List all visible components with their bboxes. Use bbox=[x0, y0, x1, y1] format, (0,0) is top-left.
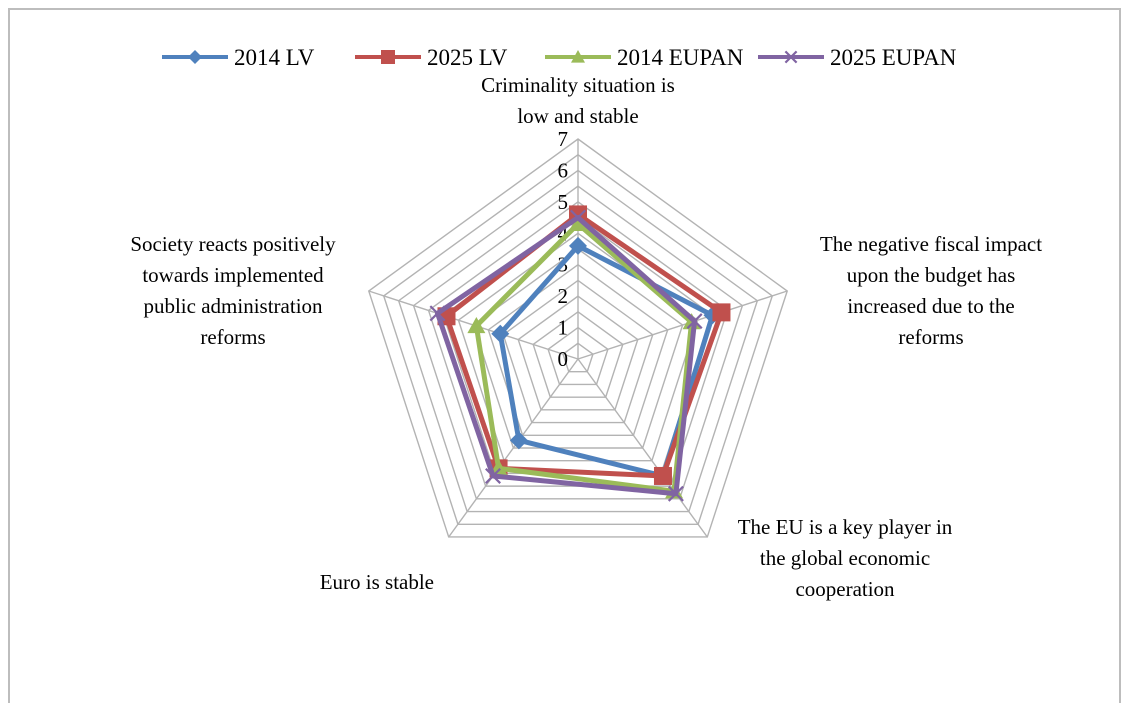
axis-label-line: Euro is stable bbox=[320, 570, 434, 594]
series-line bbox=[473, 221, 695, 494]
axis-label-1: The negative fiscal impact upon the budge… bbox=[820, 232, 1042, 349]
tick-label: 6 bbox=[558, 158, 569, 182]
tick-label: 4 bbox=[558, 221, 569, 245]
tick-label: 7 bbox=[558, 127, 569, 151]
grid-spoke bbox=[577, 290, 788, 360]
grid-ring bbox=[382, 153, 774, 525]
legend-label: 2025 EUPAN bbox=[830, 45, 957, 70]
tick-label: 0 bbox=[558, 347, 569, 371]
grid-ring bbox=[502, 279, 654, 424]
grid-ring bbox=[547, 326, 609, 386]
axis-label-3: Euro is stable bbox=[320, 570, 434, 594]
series-line bbox=[435, 215, 698, 497]
legend-item-0: 2014 LV bbox=[162, 45, 315, 70]
axis-label-4: Society reacts positively towards impleme… bbox=[130, 232, 336, 349]
data-point bbox=[569, 236, 587, 255]
axis-labels: Criminality situation is low and stable Th… bbox=[130, 73, 1042, 601]
data-point bbox=[570, 209, 586, 226]
legend-label: 2025 LV bbox=[427, 45, 508, 70]
series-line bbox=[443, 211, 724, 479]
data-point bbox=[467, 316, 486, 334]
grid-ring bbox=[397, 169, 759, 513]
legend-item-1: 2025 LV bbox=[355, 45, 508, 70]
axis-label-line: the global economic bbox=[760, 546, 930, 570]
axis-label-line: reforms bbox=[200, 325, 265, 349]
grid-ring bbox=[532, 310, 624, 398]
radar-grid bbox=[367, 138, 789, 538]
data-point bbox=[571, 50, 585, 63]
axis-label-line: increased due to the bbox=[847, 294, 1014, 318]
tick-label: 1 bbox=[558, 316, 569, 340]
axis-label-line: cooperation bbox=[795, 577, 895, 601]
axis-label-line: The EU is a key player in bbox=[738, 515, 953, 539]
legend-item-2: 2014 EUPAN bbox=[545, 45, 744, 70]
legend: 2014 LV 2025 LV 2014 EUPAN 2025 EUPAN bbox=[162, 45, 957, 70]
legend-label: 2014 LV bbox=[234, 45, 315, 70]
data-point bbox=[712, 303, 731, 322]
data-point bbox=[491, 324, 510, 343]
series-group bbox=[429, 205, 731, 502]
legend-item-3: 2025 EUPAN bbox=[758, 45, 957, 70]
axis-label-line: Criminality situation is bbox=[481, 73, 675, 97]
data-point bbox=[569, 214, 587, 232]
data-point bbox=[784, 50, 798, 64]
grid-spoke bbox=[577, 358, 708, 538]
data-point bbox=[485, 467, 502, 484]
grid-ring bbox=[487, 263, 669, 436]
grid-ring bbox=[412, 185, 744, 500]
series-3 bbox=[429, 209, 703, 502]
axis-label-line: low and stable bbox=[517, 104, 638, 128]
data-point bbox=[188, 50, 202, 64]
axis-label-line: reforms bbox=[898, 325, 963, 349]
data-point bbox=[381, 50, 395, 64]
tick-label: 2 bbox=[558, 284, 569, 308]
axis-label-line: upon the budget has bbox=[847, 263, 1016, 287]
data-point bbox=[667, 485, 684, 502]
grid-ring bbox=[562, 342, 594, 373]
data-point bbox=[686, 313, 703, 330]
axis-label-line: public administration bbox=[143, 294, 323, 318]
tick-label: 5 bbox=[558, 190, 569, 214]
axis-label-0: Criminality situation is low and stable bbox=[481, 73, 675, 128]
data-point bbox=[509, 431, 528, 450]
data-point bbox=[429, 305, 446, 322]
data-point bbox=[653, 466, 672, 485]
legend-label: 2014 EUPAN bbox=[617, 45, 744, 70]
axis-label-2: The EU is a key player in the global econ… bbox=[738, 515, 953, 601]
axis-label-line: Society reacts positively bbox=[130, 232, 336, 256]
grid-ring bbox=[517, 295, 639, 411]
series-line bbox=[497, 243, 716, 479]
grid-ring bbox=[367, 138, 789, 538]
grid-spoke bbox=[448, 358, 579, 538]
axis-label-line: towards implemented bbox=[142, 263, 324, 287]
axis-label-line: The negative fiscal impact bbox=[820, 232, 1042, 256]
